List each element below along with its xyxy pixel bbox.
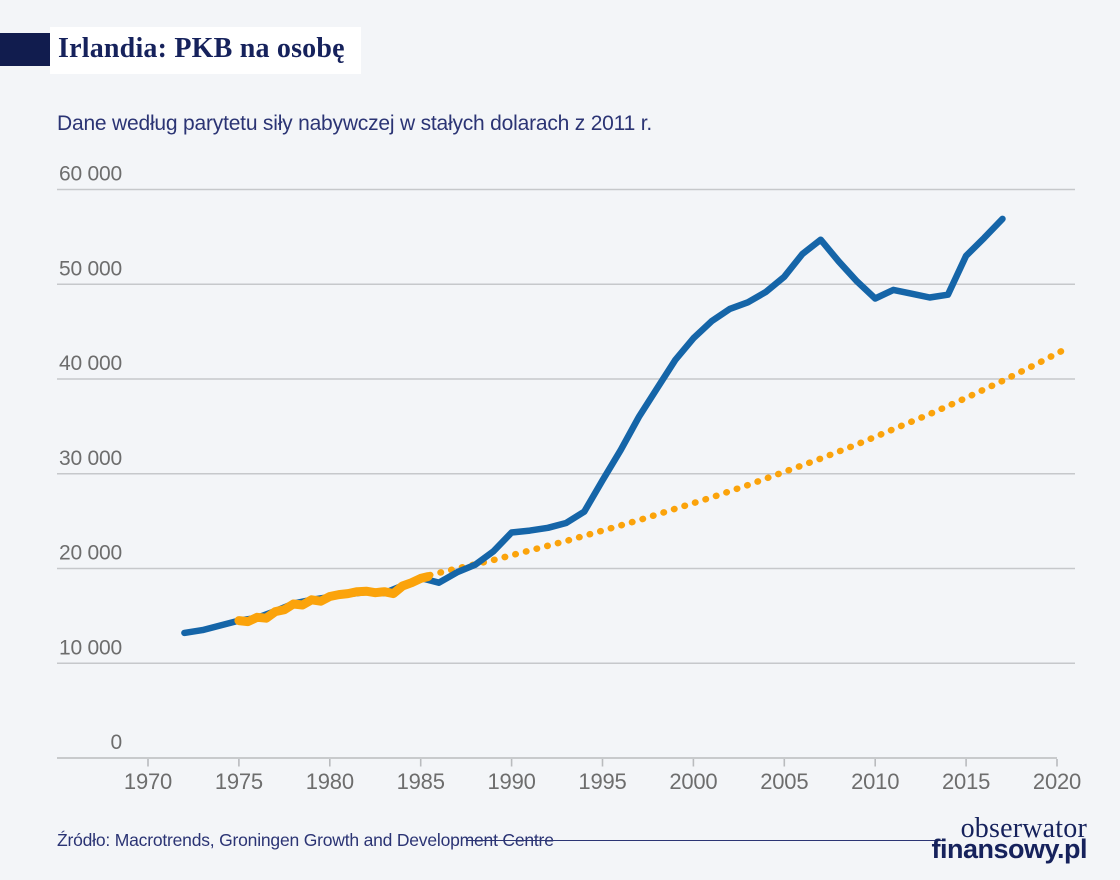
footer-divider xyxy=(466,840,943,841)
series-trend-extrapolation-line xyxy=(426,345,1070,579)
chart-subtitle: Dane według parytetu siły nabywczej w st… xyxy=(57,112,652,135)
page-title: Irlandia: PKB na osobę xyxy=(50,27,361,74)
x-tick-label-1995: 1995 xyxy=(578,769,626,794)
page-title-text: Irlandia: PKB na osobę xyxy=(50,27,361,74)
brand-logo-line1: obserwator xyxy=(960,813,1087,844)
x-tick-label-2005: 2005 xyxy=(760,769,808,794)
brand-logo: obserwator finansowy.pl xyxy=(931,815,1087,863)
x-tick-label-2015: 2015 xyxy=(942,769,990,794)
x-tick-label-1990: 1990 xyxy=(488,769,536,794)
x-tick-label-2020: 2020 xyxy=(1033,769,1081,794)
x-tick-label-2010: 2010 xyxy=(851,769,899,794)
y-tick-label-30000: 30 000 xyxy=(59,447,122,470)
y-tick-label-20000: 20 000 xyxy=(59,542,122,565)
source-note: Źródło: Macrotrends, Groningen Growth an… xyxy=(57,830,554,850)
y-tick-label-60000: 60 000 xyxy=(59,163,122,186)
y-tick-label-10000: 10 000 xyxy=(59,636,122,659)
y-tick-label-40000: 40 000 xyxy=(59,352,122,375)
x-tick-label-1980: 1980 xyxy=(306,769,354,794)
y-tick-label-0: 0 xyxy=(111,731,122,754)
x-tick-label-1970: 1970 xyxy=(124,769,172,794)
x-tick-label-1985: 1985 xyxy=(397,769,445,794)
series-actual-gdp-per-capita-line xyxy=(181,215,1006,637)
brand-logo-line2: finansowy.pl xyxy=(931,834,1087,864)
y-tick-label-50000: 50 000 xyxy=(59,257,122,280)
series-trend-fit-1975-1985-line xyxy=(234,572,433,627)
x-tick-label-2000: 2000 xyxy=(669,769,717,794)
x-tick-label-1975: 1975 xyxy=(215,769,263,794)
